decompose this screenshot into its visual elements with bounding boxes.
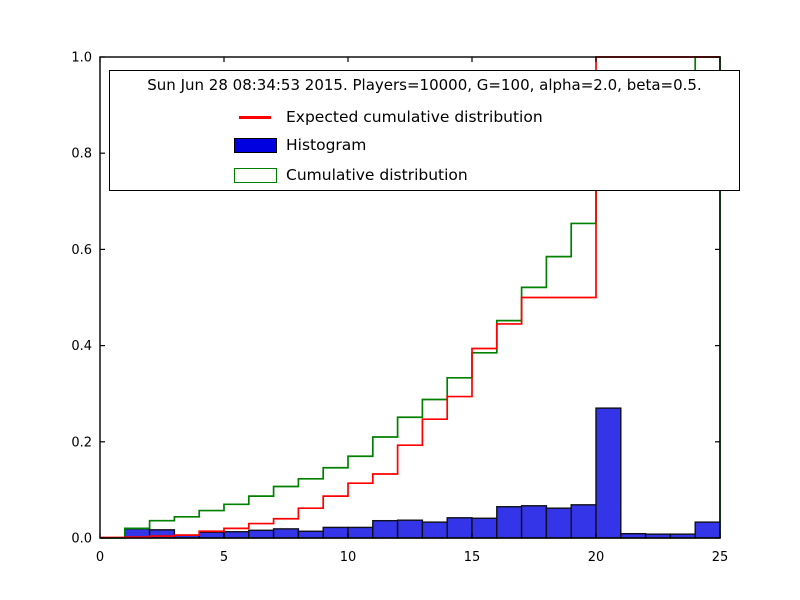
histogram-bar [421, 521, 448, 539]
legend-label-histogram: Histogram [286, 136, 367, 154]
y-tick-label: 0.4 [71, 339, 92, 354]
histogram-bar [372, 519, 399, 539]
y-tick-label: 1.0 [71, 51, 92, 66]
legend-label-expected: Expected cumulative distribution [286, 108, 543, 126]
histogram-bar [496, 506, 523, 539]
legend-filled-swatch-icon [233, 137, 277, 153]
x-tick-label: 5 [220, 550, 228, 565]
histogram-bar [248, 529, 275, 539]
histogram-bar [595, 407, 622, 539]
histogram-bar [520, 505, 548, 539]
histogram-bar [694, 521, 721, 539]
legend-open-swatch-icon [233, 167, 277, 183]
plot-frame [99, 56, 721, 539]
x-tick-label: 10 [340, 550, 357, 565]
histogram-bar [297, 530, 324, 539]
y-tick-label: 0.8 [71, 147, 92, 162]
histogram-bar [347, 526, 374, 539]
x-tick-labels: 0 5 10 15 20 25 [96, 550, 728, 565]
histogram-bar [396, 519, 424, 539]
x-tick-label: 15 [464, 550, 481, 565]
legend-line-swatch-icon [239, 115, 271, 119]
legend-label-cumulative: Cumulative distribution [286, 166, 468, 184]
histogram-bar [198, 531, 225, 539]
x-tick-label: 20 [588, 550, 605, 565]
histogram-bar [545, 507, 572, 539]
x-tick-label: 0 [96, 550, 104, 565]
y-tick-labels: 0.0 0.2 0.4 0.6 0.8 1.0 [71, 51, 92, 547]
legend-item-histogram: Histogram [233, 132, 366, 158]
histogram-bar [223, 531, 250, 539]
legend-item-cumulative: Cumulative distribution [233, 162, 468, 188]
legend-title: Sun Jun 28 08:34:53 2015. Players=10000,… [147, 76, 702, 94]
expected-line [100, 56, 720, 539]
histogram-bar [446, 517, 473, 539]
histogram-bar [272, 528, 300, 539]
y-tick-label: 0.0 [71, 532, 92, 547]
x-tick-label: 25 [712, 550, 729, 565]
histogram-bar [322, 526, 349, 539]
y-tick-label: 0.2 [71, 435, 92, 450]
legend-item-expected: Expected cumulative distribution [233, 104, 543, 130]
histogram-bar [471, 517, 498, 539]
legend-box: Sun Jun 28 08:34:53 2015. Players=10000,… [109, 70, 740, 191]
histogram-bar [570, 504, 597, 539]
y-tick-label: 0.6 [71, 243, 92, 258]
